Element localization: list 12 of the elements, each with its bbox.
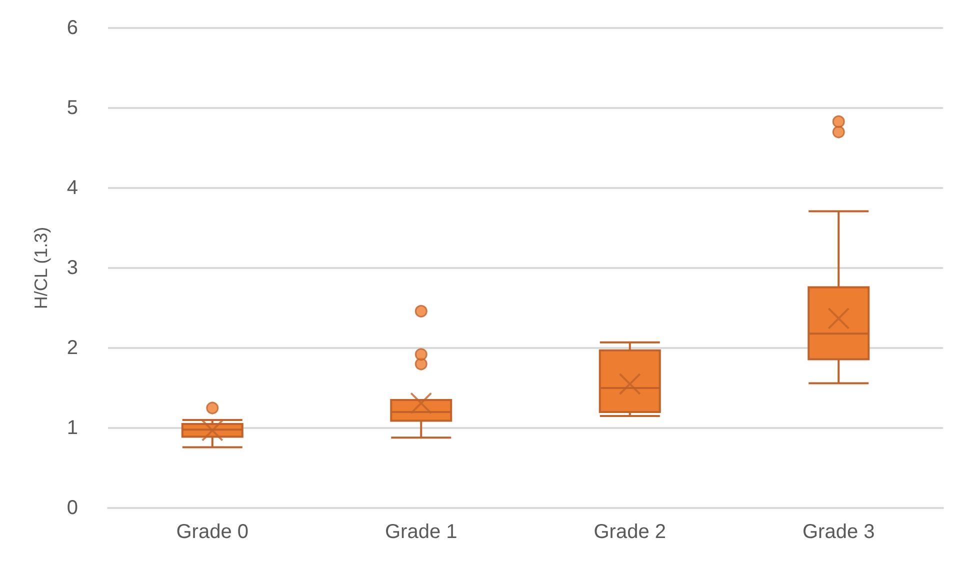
x-tick-label: Grade 3 — [802, 521, 875, 543]
y-tick-label: 5 — [66, 97, 78, 119]
y-tick-label: 3 — [66, 257, 78, 279]
x-tick-label: Grade 1 — [384, 521, 458, 543]
y-tick-label: 4 — [66, 177, 78, 199]
y-tick-label: 0 — [66, 497, 78, 519]
y-axis-title: H/CL (1.3) — [31, 226, 51, 310]
x-tick-label: Grade 0 — [176, 521, 249, 543]
y-tick-label: 6 — [66, 17, 78, 39]
y-tick-label: 2 — [66, 337, 78, 359]
y-tick-label: 1 — [66, 417, 78, 439]
x-tick-label: Grade 2 — [594, 521, 666, 543]
